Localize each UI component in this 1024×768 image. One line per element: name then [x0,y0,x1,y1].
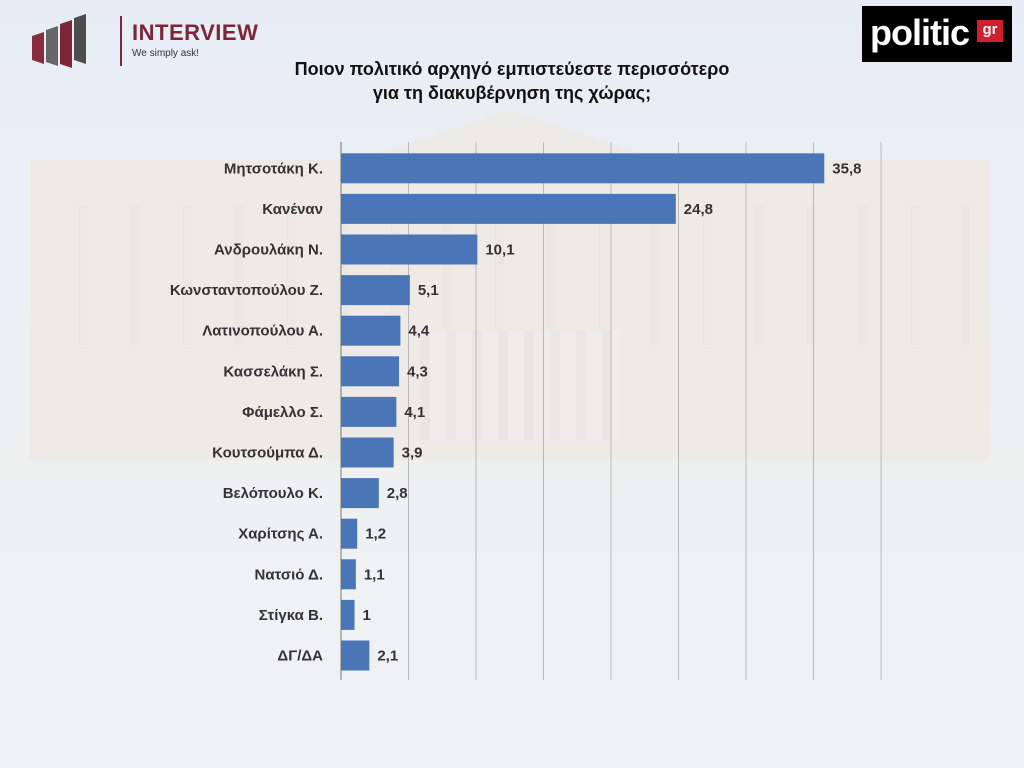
category-label: Λατινοπούλου Α. [202,323,323,340]
bar [341,315,401,346]
value-label: 2,8 [387,485,408,502]
bar [341,356,400,387]
category-label: Κασσελάκη Σ. [223,363,323,380]
chart-title-line2: για τη διακυβέρνηση της χώρας; [372,83,652,103]
category-label: Κανέναν [262,201,323,218]
category-label: Χαρίτσης Α. [238,526,323,543]
category-label: Κωνσταντοπούλου Ζ. [170,282,323,299]
value-label: 2,1 [377,648,398,665]
politic-logo: politic gr [862,6,1012,62]
brand-name: INTERVIEW [132,20,259,45]
value-label: 1,1 [364,566,385,583]
category-label: ΔΓ/ΔΑ [277,648,323,665]
category-label: Κουτσούμπα Δ. [212,445,323,462]
interview-logo: INTERVIEW We simply ask! [30,12,270,70]
value-labels: 35,8 24,8 10,1 5,1 4,4 4,3 4,1 3,9 2,8 1,2 1,1 1 2,1 [363,160,862,664]
bar [341,478,379,509]
value-label: 5,1 [418,282,439,299]
category-label: Βελόπουλο Κ. [223,485,323,502]
bar-chart: Μητσοτάκη Κ. Κανέναν Ανδρουλάκη Ν. Κωνσταντ… [170,142,882,680]
category-labels: Μητσοτάκη Κ. Κανέναν Ανδρουλάκη Ν. Κωνσταντ… [170,160,323,664]
category-label: Μητσοτάκη Κ. [224,160,323,177]
value-label: 1,2 [365,526,386,543]
category-label: Φάμελλο Σ. [242,404,323,421]
chart-title: Ποιον πολιτικό αρχηγό εμπιστεύεστε περισ… [200,57,824,105]
bar [341,640,370,671]
category-label: Στίγκα Β. [259,607,323,624]
value-label: 10,1 [485,242,514,259]
category-label: Ανδρουλάκη Ν. [214,242,323,259]
value-label: 4,3 [407,363,428,380]
gridlines [340,142,882,680]
value-label: 4,1 [404,404,425,421]
category-label: Νατσιό Δ. [255,566,323,583]
bar [341,559,356,590]
value-label: 1 [363,607,371,624]
bar [341,193,676,224]
value-label: 35,8 [832,160,861,177]
value-label: 4,4 [408,323,430,340]
value-label: 24,8 [684,201,713,218]
bar [341,599,355,630]
bar [341,153,825,184]
bars-logo-icon [32,14,86,68]
bars [341,153,825,671]
bar [341,437,394,468]
chart-title-line1: Ποιον πολιτικό αρχηγό εμπιστεύεστε περισ… [294,59,730,79]
bar [341,234,478,265]
value-label: 3,9 [402,445,423,462]
logo-divider [120,16,122,66]
brand-tagline: We simply ask! [132,48,200,59]
bar [341,396,397,427]
bar [341,518,358,549]
gr-badge: gr [977,20,1003,42]
bar [341,275,410,306]
politic-wordmark: politic [870,12,970,53]
